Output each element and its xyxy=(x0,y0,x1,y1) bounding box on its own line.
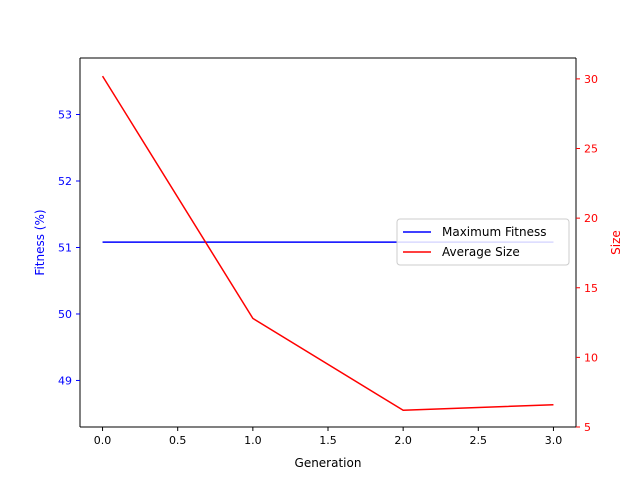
y-right-tick-label: 20 xyxy=(584,212,598,225)
x-tick-label: 0.0 xyxy=(94,434,112,447)
y-left-tick-label: 49 xyxy=(58,374,72,387)
y-axis-left-label: Fitness (%) xyxy=(33,209,47,275)
legend-label-2: Average Size xyxy=(442,245,520,259)
y-axis-right-label: Size xyxy=(609,230,623,255)
y-right-tick-label: 30 xyxy=(584,73,598,86)
y-right-tick-label: 25 xyxy=(584,143,598,156)
x-tick-label: 1.0 xyxy=(244,434,262,447)
y-right-tick-label: 10 xyxy=(584,351,598,364)
axes: 0.0 0.5 1.0 1.5 2.0 2.5 3.0 49 50 51 52 53 5 10 15 20 25… xyxy=(58,57,598,447)
y-left-tick-label: 51 xyxy=(58,241,72,254)
x-tick-label: 0.5 xyxy=(169,434,187,447)
legend-label-1: Maximum Fitness xyxy=(442,225,547,239)
series-line-2 xyxy=(101,75,554,412)
y-left-tick-label: 53 xyxy=(58,109,72,122)
legend: Maximum Fitness Average Size xyxy=(396,218,570,266)
y-right-tick-label: 5 xyxy=(584,421,591,434)
y-left-tick-label: 52 xyxy=(58,175,72,188)
x-axis-label: Generation xyxy=(295,456,362,470)
y-left-tick-label: 50 xyxy=(58,308,72,321)
y-right-tick-label: 15 xyxy=(584,282,598,295)
x-tick-label: 1.5 xyxy=(319,434,337,447)
x-tick-label: 2.5 xyxy=(470,434,488,447)
legend-box xyxy=(396,218,570,266)
x-tick-label: 2.0 xyxy=(394,434,412,447)
x-tick-label: 3.0 xyxy=(545,434,563,447)
